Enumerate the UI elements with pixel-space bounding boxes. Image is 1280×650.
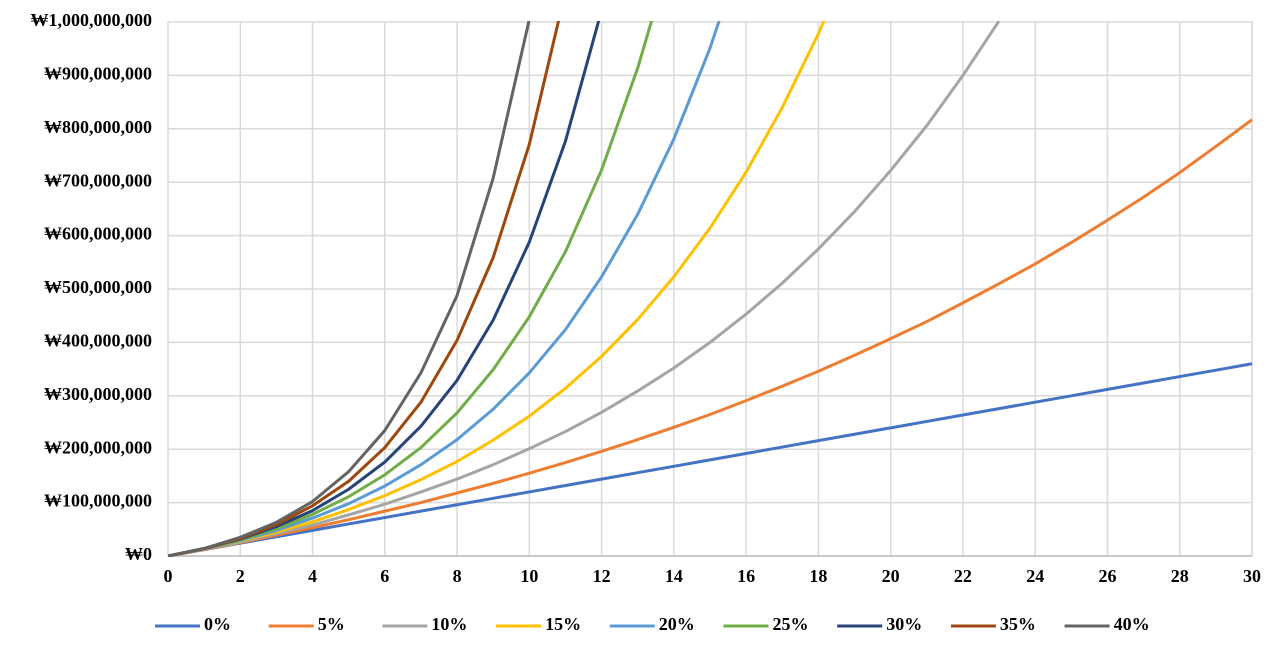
y-tick-label: ₩600,000,000: [44, 224, 152, 244]
x-tick-label: 10: [520, 566, 538, 586]
legend-label: 35%: [1000, 614, 1036, 634]
legend-label: 20%: [659, 614, 695, 634]
x-tick-label: 2: [236, 566, 245, 586]
x-tick-label: 12: [593, 566, 611, 586]
x-tick-label: 30: [1243, 566, 1261, 586]
x-tick-label: 18: [809, 566, 827, 586]
series-line: [168, 21, 1001, 557]
y-tick-label: ₩100,000,000: [44, 491, 152, 511]
legend-label: 30%: [886, 614, 922, 634]
legend-label: 10%: [431, 614, 467, 634]
y-tick-label: ₩200,000,000: [44, 437, 152, 457]
y-tick-label: ₩400,000,000: [44, 331, 152, 351]
x-tick-label: 24: [1026, 566, 1044, 586]
x-tick-label: 8: [453, 566, 462, 586]
y-tick-label: ₩300,000,000: [44, 384, 152, 404]
x-tick-label: 6: [380, 566, 389, 586]
y-tick-label: ₩900,000,000: [44, 64, 152, 84]
series-line: [168, 21, 654, 557]
series-line: [168, 118, 1253, 557]
x-tick-label: 22: [954, 566, 972, 586]
legend-label: 15%: [545, 614, 581, 634]
y-tick-label: ₩800,000,000: [44, 117, 152, 137]
series-line: [168, 21, 531, 557]
x-tick-label: 0: [164, 566, 173, 586]
series-line: [168, 21, 826, 557]
y-tick-label: ₩1,000,000,000: [31, 10, 153, 30]
legend-label: 25%: [773, 614, 809, 634]
legend-label: 5%: [318, 614, 345, 634]
series-line: [168, 362, 1253, 557]
y-tick-label: ₩700,000,000: [44, 170, 152, 190]
x-tick-label: 20: [882, 566, 900, 586]
y-tick-label: ₩500,000,000: [44, 277, 152, 297]
x-tick-label: 28: [1171, 566, 1189, 586]
plot-area: [168, 21, 1253, 557]
legend-label: 0%: [204, 614, 231, 634]
x-tick-label: 4: [308, 566, 317, 586]
x-tick-label: 14: [665, 566, 683, 586]
x-tick-label: 16: [737, 566, 755, 586]
legend-label: 40%: [1114, 614, 1150, 634]
series-line: [168, 21, 561, 557]
legend: 0% 5% 10% 15% 20% 25% 30% 35% 40%: [155, 614, 1150, 634]
x-tick-label: 26: [1098, 566, 1116, 586]
y-tick-label: ₩0: [125, 544, 152, 564]
